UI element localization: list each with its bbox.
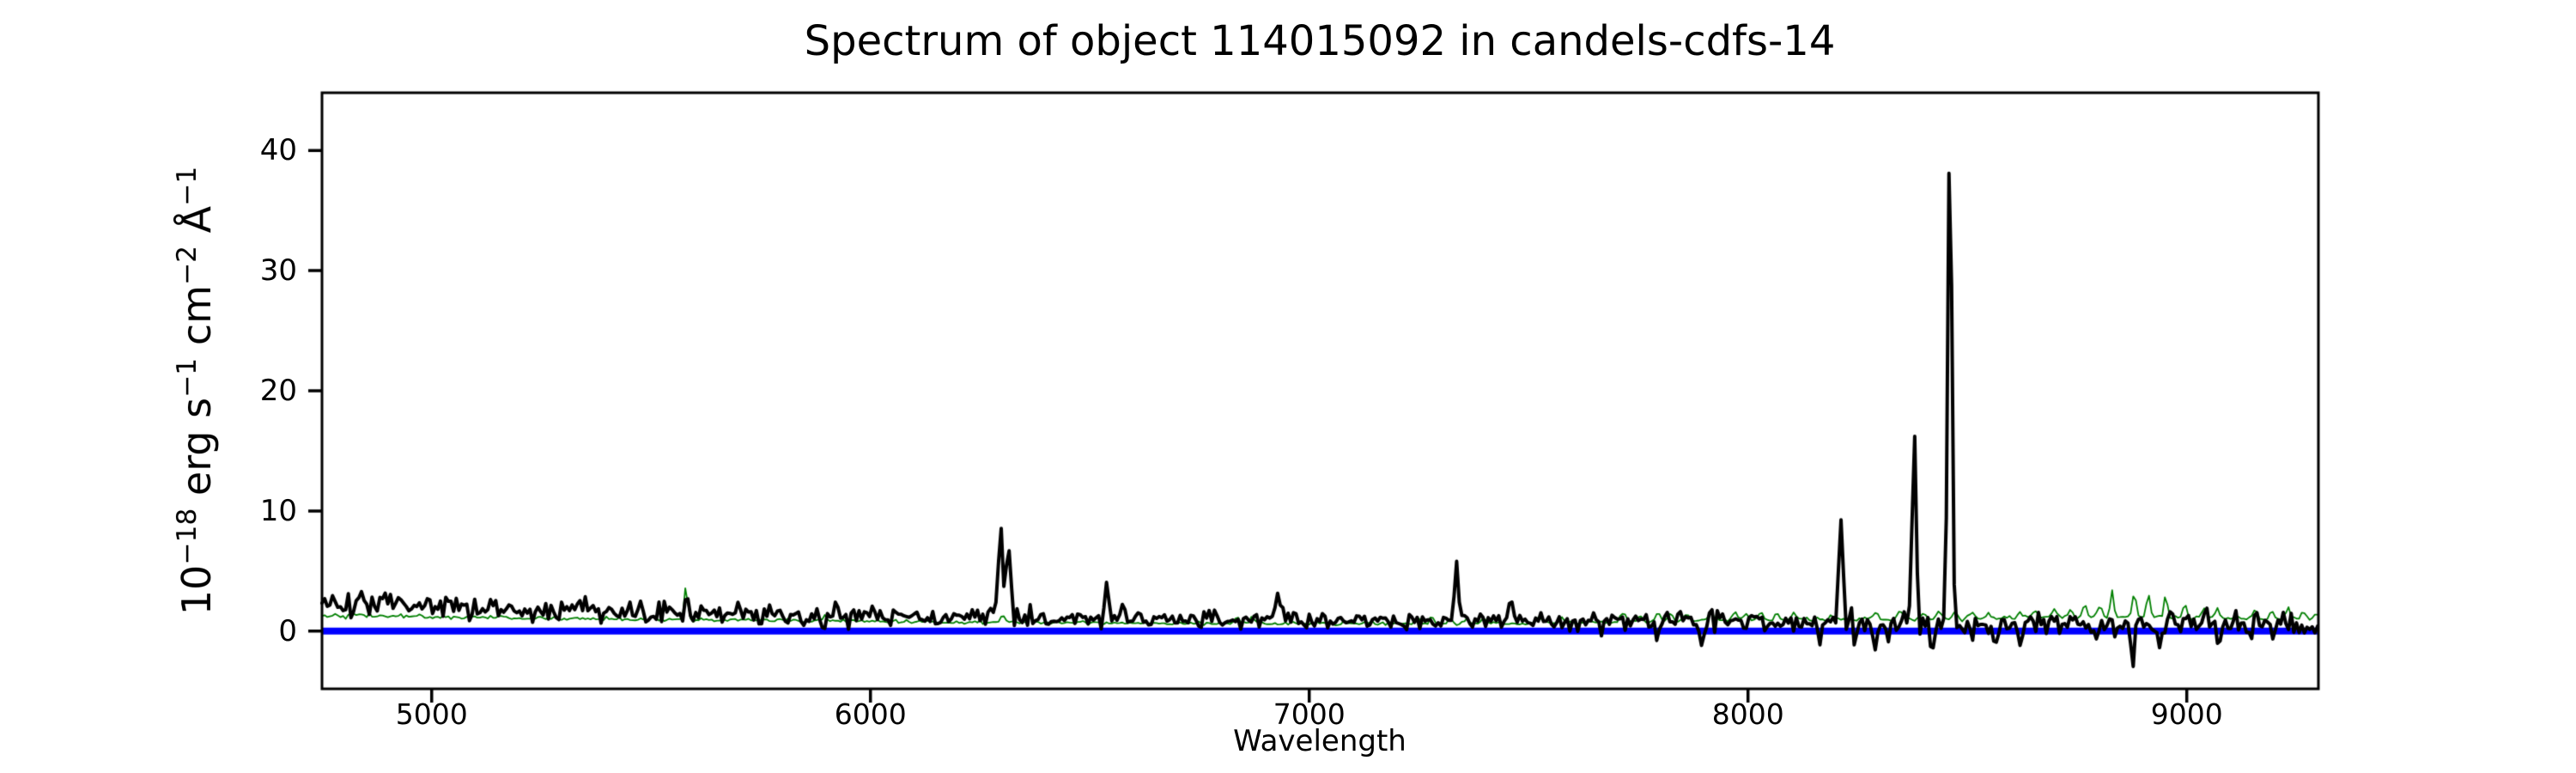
x-tick-label-7000: 7000 [1273,697,1346,731]
y-tick-label-40: 40 [259,133,297,168]
y-axis-label-segment: Å [173,205,221,246]
y-tick-label-20: 20 [259,374,297,408]
x-tick-label-5000: 5000 [395,697,468,731]
plot-title: Spectrum of object 114015092 in candels-… [804,17,1836,65]
y-axis-label-segment: 10 [173,564,221,616]
y-tick-label-30: 30 [259,253,297,289]
x-axis-label: Wavelength [1233,724,1406,758]
y-axis-label-superscript: −1 [171,166,203,206]
y-tick-label-10: 10 [259,493,297,528]
y-tick-label-0: 0 [278,613,297,648]
x-tick-label-6000: 6000 [834,697,907,731]
y-axis-label-segment: erg s [173,397,221,508]
y-axis-label-segment: cm [173,285,221,358]
x-tick-label-9000: 9000 [2150,697,2223,731]
x-tick-label-8000: 8000 [1711,697,1784,731]
